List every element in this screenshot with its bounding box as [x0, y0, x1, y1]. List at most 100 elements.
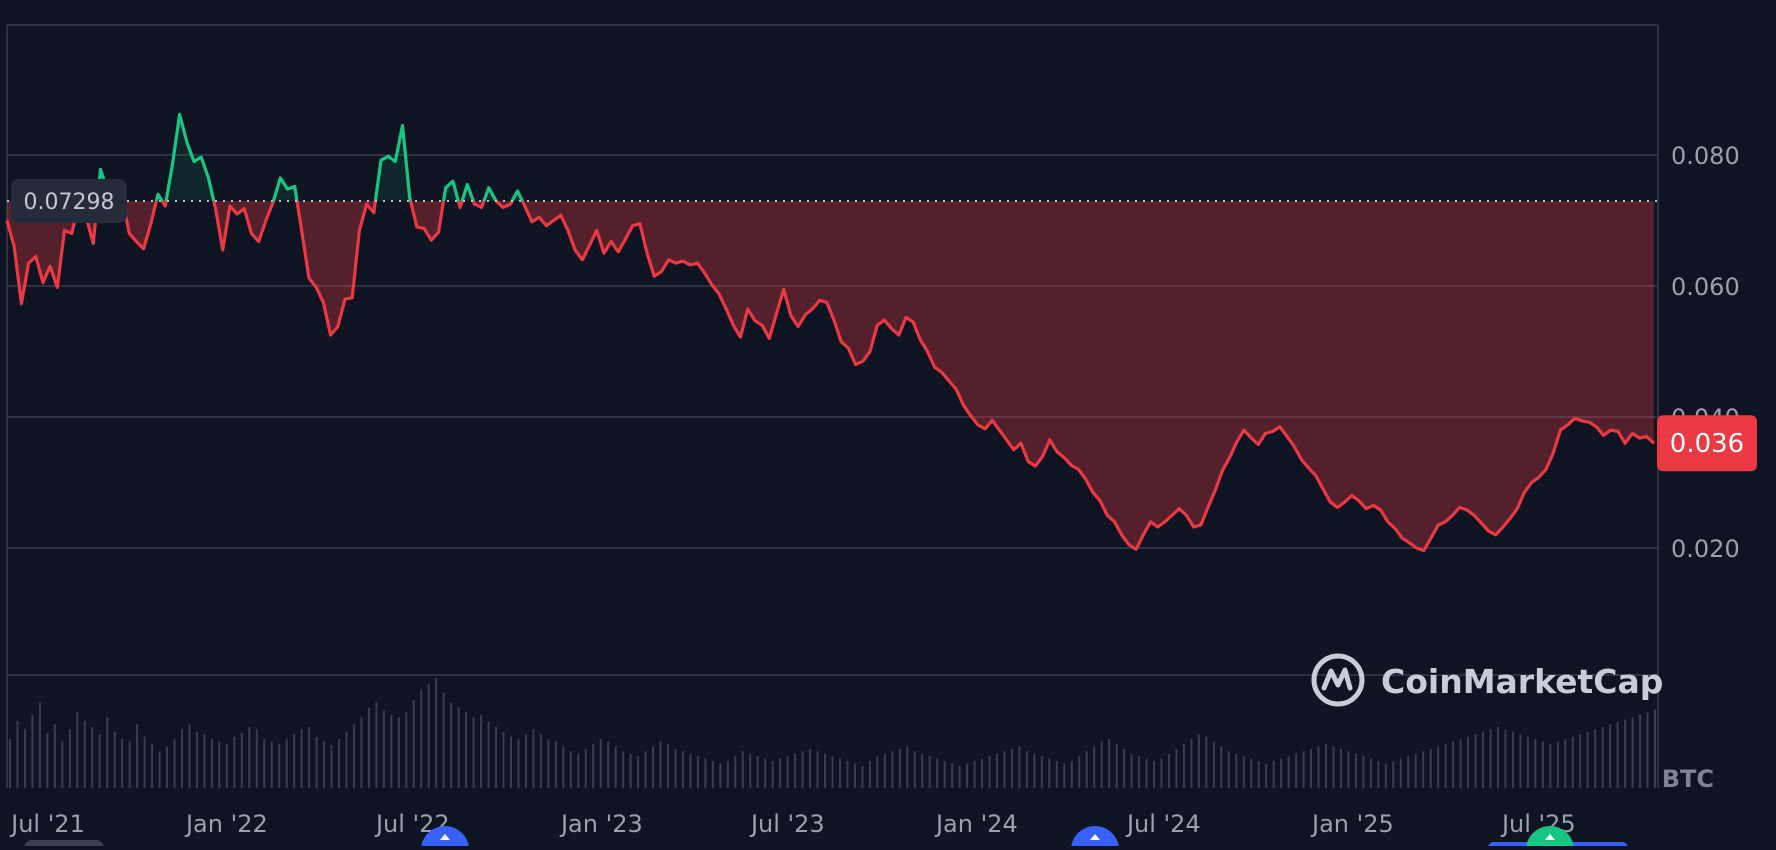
volume-bar — [891, 751, 894, 788]
volume-bar — [1347, 751, 1350, 788]
volume-bar — [569, 751, 572, 788]
volume-bar — [278, 744, 281, 788]
y-tick-label: 0.020 — [1671, 535, 1740, 563]
volume-bar — [151, 744, 154, 788]
volume-bar — [838, 758, 841, 788]
volume-bar — [846, 761, 849, 788]
event-marker-3-icon — [1545, 834, 1555, 840]
volume-bar — [308, 726, 311, 788]
volume-bar — [1182, 744, 1185, 788]
volume-axis-label: BTC — [1662, 765, 1714, 793]
volume-bar — [1093, 746, 1096, 788]
x-axis: Jul '21 Jan '22 Jul '22 Jan '23 Jul '23 Jan '… — [9, 810, 1576, 838]
volume-bar — [1369, 758, 1372, 788]
volume-bar — [1227, 751, 1230, 788]
volume-bar — [360, 717, 363, 788]
volume-bar — [1564, 739, 1567, 788]
volume-bar — [1115, 744, 1118, 788]
volume-bar — [1646, 712, 1649, 788]
volume-bar — [1452, 741, 1455, 788]
volume-bar — [1190, 739, 1193, 788]
volume-bar — [352, 724, 355, 788]
volume-bar — [943, 761, 946, 788]
x-tick-label: Jul '23 — [749, 810, 825, 838]
volume-bar — [1482, 731, 1485, 788]
volume-bar — [517, 739, 520, 788]
volume-bar — [936, 758, 939, 788]
volume-bar — [263, 739, 266, 788]
volume-bar — [405, 712, 408, 788]
y-tick-label: 0.080 — [1671, 142, 1740, 170]
volume-bar — [1474, 734, 1477, 788]
volume-bar — [1242, 756, 1245, 788]
volume-bar — [1631, 717, 1634, 788]
volume-bar — [61, 741, 64, 788]
volume-bar — [442, 692, 445, 788]
volume-bar — [801, 751, 804, 788]
volume-bar — [1153, 761, 1156, 788]
volume-bar — [457, 707, 460, 788]
volume-bar — [323, 741, 326, 788]
volume-bar — [921, 753, 924, 788]
volume-bar — [1175, 748, 1178, 788]
volume-bar — [1205, 736, 1208, 788]
volume-bar — [46, 733, 49, 788]
volume-bar — [300, 729, 303, 788]
volume-bar — [622, 751, 625, 788]
volume-bar — [1459, 739, 1462, 788]
volume-bar — [614, 746, 617, 788]
y-tick-label: 0.060 — [1671, 273, 1740, 301]
volume-bar — [1280, 758, 1283, 788]
volume-bar — [1055, 761, 1058, 788]
baseline-label: 0.07298 — [24, 190, 115, 215]
volume-bar — [1033, 753, 1036, 788]
volume-bar — [1018, 746, 1021, 788]
volume-bar — [1616, 722, 1619, 788]
area-below-baseline — [7, 200, 1654, 551]
volume-bar — [1123, 748, 1126, 788]
coinmarketcap-watermark: CoinMarketCap — [1311, 653, 1663, 707]
volume-bar — [562, 746, 565, 788]
volume-bar — [667, 744, 669, 788]
x-tick-label: Jul '21 — [9, 810, 85, 838]
volume-bar — [1212, 741, 1215, 788]
volume-bar — [973, 761, 976, 788]
range-selector-pill[interactable] — [24, 840, 104, 850]
volume-bar — [711, 761, 714, 788]
volume-bar — [786, 756, 789, 788]
volume-bar — [1235, 753, 1238, 788]
volume-bar — [1145, 758, 1148, 788]
volume-bar — [397, 717, 400, 788]
current-price-box — [1657, 415, 1757, 472]
volume-bar — [681, 751, 684, 788]
volume-bar — [480, 714, 483, 788]
volume-bar — [31, 714, 34, 788]
price-line-above — [95, 112, 525, 201]
volume-bar — [674, 748, 677, 788]
volume-bar — [1295, 753, 1298, 788]
current-price-tag[interactable]: 0.036 — [1657, 415, 1757, 472]
volume-bar — [794, 753, 797, 788]
event-marker-1-icon — [440, 834, 450, 840]
volume-bar — [1377, 761, 1380, 788]
volume-bar — [1654, 709, 1656, 788]
x-tick-label: Jan '22 — [184, 810, 268, 838]
volume-bar — [1078, 756, 1081, 788]
volume-bar — [868, 761, 871, 788]
volume-bar — [689, 753, 692, 788]
volume-bar — [1556, 741, 1559, 788]
volume-bar — [509, 736, 512, 788]
volume-bar — [1085, 751, 1088, 788]
volume-bar — [532, 729, 535, 788]
volume-bar — [1138, 756, 1141, 788]
volume-bar — [91, 726, 94, 788]
volume-bar — [741, 751, 744, 788]
volume-bar — [659, 741, 662, 788]
volume-bar — [1586, 731, 1589, 788]
volume-bar — [1549, 744, 1552, 788]
volume-bar — [495, 726, 498, 788]
volume-bar — [652, 746, 655, 788]
